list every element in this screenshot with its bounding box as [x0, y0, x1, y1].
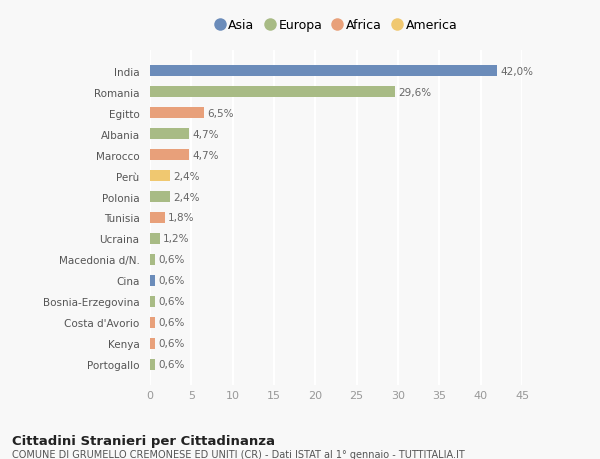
- Legend: Asia, Europa, Africa, America: Asia, Europa, Africa, America: [212, 17, 460, 34]
- Text: 1,2%: 1,2%: [163, 234, 190, 244]
- Text: 0,6%: 0,6%: [158, 276, 185, 286]
- Bar: [150, 359, 155, 370]
- Text: 2,4%: 2,4%: [173, 171, 200, 181]
- Bar: [150, 66, 497, 77]
- Text: 0,6%: 0,6%: [158, 318, 185, 328]
- Text: 29,6%: 29,6%: [398, 87, 431, 97]
- Bar: [150, 191, 170, 203]
- Text: 0,6%: 0,6%: [158, 255, 185, 265]
- Bar: [150, 107, 204, 119]
- Bar: [150, 212, 165, 224]
- Bar: [150, 150, 189, 161]
- Text: 2,4%: 2,4%: [173, 192, 200, 202]
- Bar: [150, 87, 395, 98]
- Text: 1,8%: 1,8%: [168, 213, 194, 223]
- Text: 4,7%: 4,7%: [192, 150, 218, 160]
- Bar: [150, 233, 160, 245]
- Text: Cittadini Stranieri per Cittadinanza: Cittadini Stranieri per Cittadinanza: [12, 434, 275, 447]
- Bar: [150, 338, 155, 349]
- Text: 0,6%: 0,6%: [158, 359, 185, 369]
- Text: COMUNE DI GRUMELLO CREMONESE ED UNITI (CR) - Dati ISTAT al 1° gennaio - TUTTITAL: COMUNE DI GRUMELLO CREMONESE ED UNITI (C…: [12, 449, 465, 459]
- Text: 4,7%: 4,7%: [192, 129, 218, 139]
- Text: 0,6%: 0,6%: [158, 339, 185, 349]
- Text: 0,6%: 0,6%: [158, 297, 185, 307]
- Bar: [150, 254, 155, 266]
- Bar: [150, 170, 170, 182]
- Bar: [150, 296, 155, 308]
- Bar: [150, 275, 155, 286]
- Text: 6,5%: 6,5%: [207, 108, 233, 118]
- Bar: [150, 129, 189, 140]
- Bar: [150, 317, 155, 329]
- Text: 42,0%: 42,0%: [500, 67, 533, 77]
